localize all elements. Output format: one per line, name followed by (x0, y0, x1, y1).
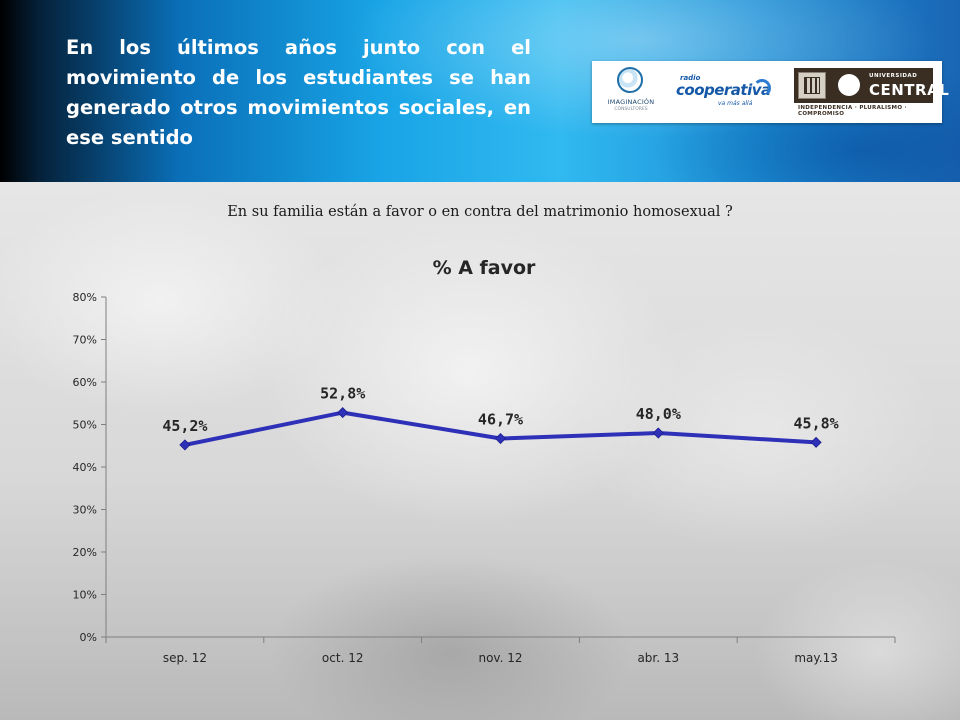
data-label: 45,8% (794, 414, 839, 432)
y-tick-label: 0% (80, 631, 97, 644)
x-tick-label: nov. 12 (478, 651, 522, 665)
slide-title: En los últimos años junto con el movimie… (66, 36, 531, 149)
cooperativa-logo: radio cooperativa va más allá (676, 71, 776, 115)
x-tick-label: oct. 12 (322, 651, 364, 665)
imaginacion-logo-text: IMAGINACIÓN (607, 98, 655, 106)
header-banner: En los últimos años junto con el movimie… (0, 0, 960, 182)
imaginacion-logo-subtext: CONSULTORES (614, 107, 648, 112)
data-label: 52,8% (320, 385, 365, 403)
y-tick-label: 40% (73, 461, 97, 474)
data-label: 46,7% (478, 411, 523, 429)
data-point-marker (810, 436, 822, 448)
imaginacion-logo: IMAGINACIÓN CONSULTORES (606, 66, 656, 118)
y-tick-label: 70% (73, 334, 97, 347)
x-tick-label: may.13 (794, 651, 838, 665)
circle-icon (838, 74, 860, 96)
data-point-marker (494, 432, 507, 445)
x-tick-label: sep. 12 (163, 651, 207, 665)
data-point-marker (337, 407, 349, 419)
y-tick-label: 50% (73, 419, 97, 432)
central-logo-motto: INDEPENDENCIA · PLURALISMO · COMPROMISO (798, 105, 907, 117)
cooperativa-logo-name: cooperativa (676, 81, 771, 99)
chart-title: % A favor (433, 257, 536, 279)
central-logo-line1: UNIVERSIDAD (869, 73, 918, 79)
survey-question: En su familia están a favor o en contra … (227, 204, 733, 220)
universidad-central-logo: UNIVERSIDAD CENTRAL INDEPENDENCIA · PLUR… (794, 68, 949, 117)
y-tick-label: 30% (73, 504, 97, 517)
central-logo-line2: CENTRAL (869, 81, 950, 99)
cooperativa-logo-pre: radio (680, 74, 701, 82)
x-tick-label: abr. 13 (637, 651, 679, 665)
y-tick-label: 10% (73, 589, 97, 602)
y-tick-label: 20% (73, 546, 97, 559)
swoosh-icon (753, 79, 771, 97)
line-chart: % A favor 0% 10% 20% 30% 40% 50% 60% 70% 80% sep.… (73, 257, 896, 665)
chart-series (179, 407, 822, 451)
data-point-marker (652, 427, 664, 439)
sponsor-logos-panel: IMAGINACIÓN CONSULTORES radio cooperativ… (592, 61, 949, 123)
y-tick-label: 80% (73, 291, 97, 304)
data-label: 45,2% (162, 417, 207, 435)
chart-data-labels: 45,2% 52,8% 46,7% 48,0% 45,8% (162, 385, 838, 435)
data-label: 48,0% (636, 405, 681, 423)
background-photo (0, 182, 960, 720)
chart-axes: 0% 10% 20% 30% 40% 50% 60% 70% 80% sep. 12 oct. 12… (73, 291, 896, 665)
cooperativa-logo-tagline: va más allá (718, 100, 753, 107)
university-emblem-icon (798, 72, 826, 99)
data-point-marker (179, 439, 191, 451)
y-tick-label: 60% (73, 376, 97, 389)
globe-icon (617, 67, 643, 93)
